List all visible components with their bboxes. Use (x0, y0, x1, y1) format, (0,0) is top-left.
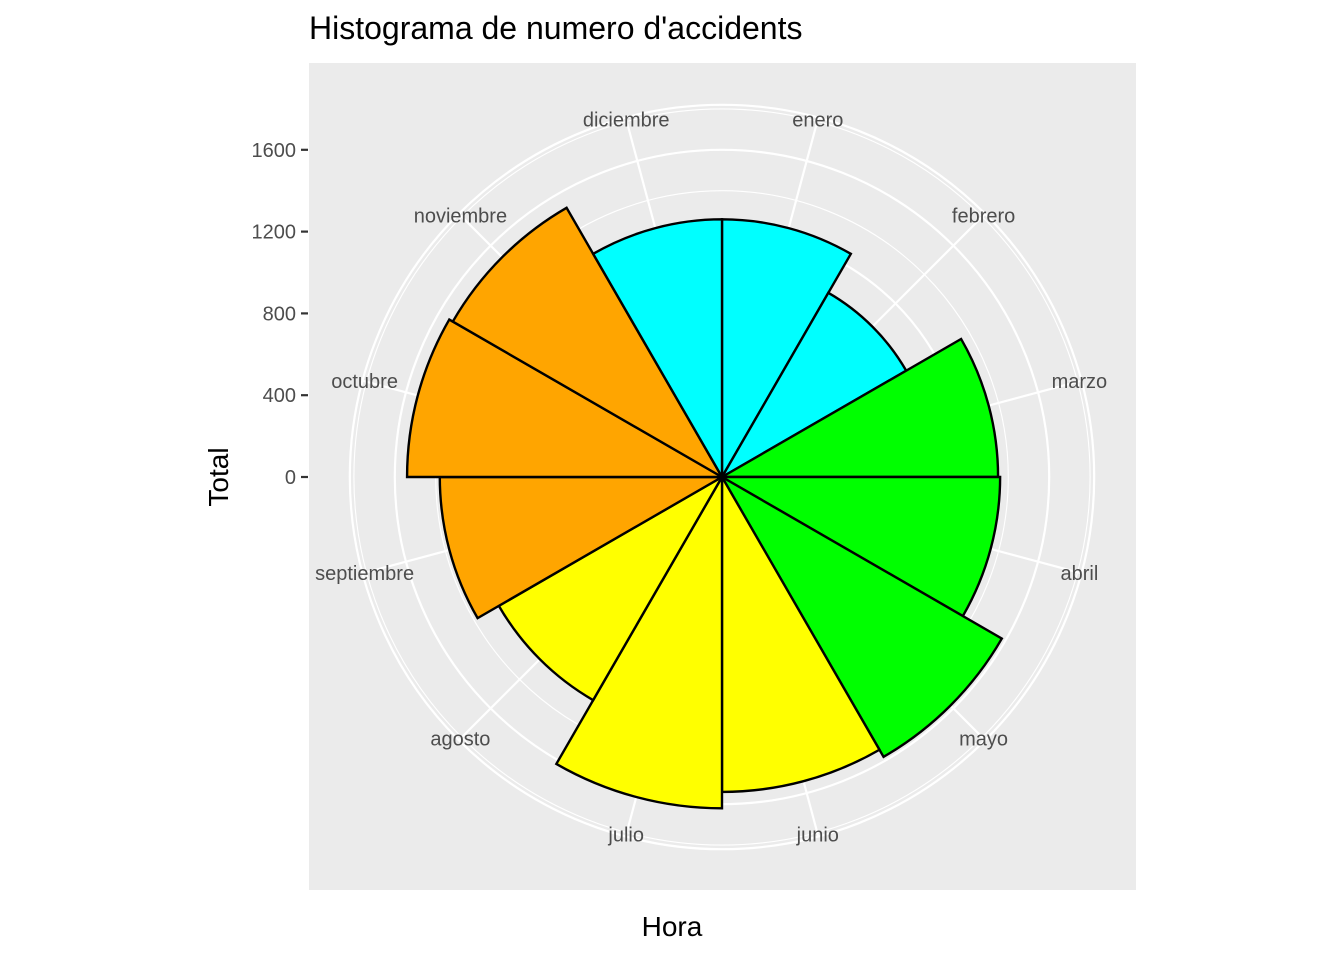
bar-enero (720, 218, 853, 482)
y-axis: 0 400 800 1200 1600 (252, 140, 308, 489)
x-axis-label: Hora (641, 911, 703, 942)
y-axis-label: Total (203, 447, 234, 507)
grid-circle-outer (348, 103, 1096, 851)
bar-mayo (718, 473, 1004, 759)
month-label-mayo: mayo (959, 729, 1008, 751)
bar-marzo (717, 337, 1000, 479)
month-label-septiembre: septiembre (315, 563, 414, 585)
bar-agosto (497, 473, 726, 702)
month-label-junio: junio (796, 824, 839, 846)
month-label-marzo: marzo (1052, 371, 1108, 393)
bar-diciembre (591, 218, 724, 482)
month-label-octubre: octubre (331, 371, 398, 393)
month-label-abril: abril (1061, 563, 1099, 585)
y-tick-label: 400 (263, 385, 296, 407)
chart-title: Histograma de numero d'accidents (309, 10, 803, 46)
bar-febrero (718, 291, 908, 481)
month-label-julio: julio (607, 824, 644, 846)
bar-noviembre (451, 206, 726, 481)
bar-abril (717, 475, 1002, 618)
y-tick-label: 1600 (252, 140, 297, 162)
month-label-enero: enero (792, 110, 843, 132)
bar-junio (720, 472, 882, 794)
month-label-agosto: agosto (430, 729, 490, 751)
month-label-febrero: febrero (952, 205, 1015, 227)
bar-julio (554, 472, 724, 810)
month-label-diciembre: diciembre (583, 110, 670, 132)
month-label-noviembre: noviembre (414, 205, 507, 227)
y-tick-label: 800 (263, 303, 296, 325)
bar-septiembre (438, 475, 727, 620)
y-tick-label: 0 (285, 467, 296, 489)
grid-circle (353, 108, 1091, 846)
y-tick-label: 1200 (252, 222, 297, 244)
bars (405, 206, 1004, 810)
month-labels: enero febrero marzo abril mayo junio julio agos… (315, 110, 1107, 847)
bar-octubre (405, 317, 727, 479)
